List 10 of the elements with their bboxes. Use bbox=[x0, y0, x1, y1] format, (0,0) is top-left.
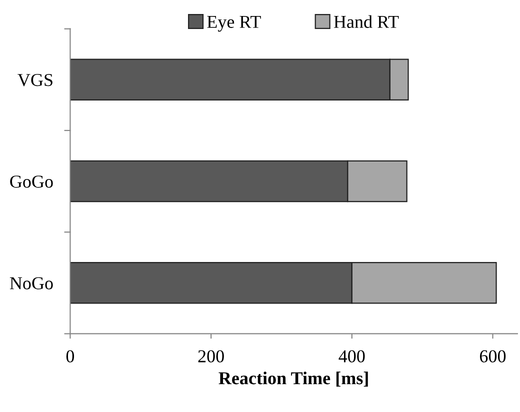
y-tick-label: NoGo bbox=[10, 277, 53, 290]
x-tick-label: 0 bbox=[66, 350, 74, 362]
x-axis-title: Reaction Time [ms] bbox=[218, 372, 368, 387]
x-tick-label: 200 bbox=[198, 350, 224, 362]
legend-label: Eye RT bbox=[207, 16, 261, 32]
legend-label: Hand RT bbox=[334, 15, 399, 28]
y-tick-label: VGS bbox=[18, 74, 52, 86]
x-tick-label: 600 bbox=[480, 350, 506, 362]
x-tick-label: 400 bbox=[338, 350, 365, 362]
y-tick-label: GoGo bbox=[10, 176, 53, 188]
